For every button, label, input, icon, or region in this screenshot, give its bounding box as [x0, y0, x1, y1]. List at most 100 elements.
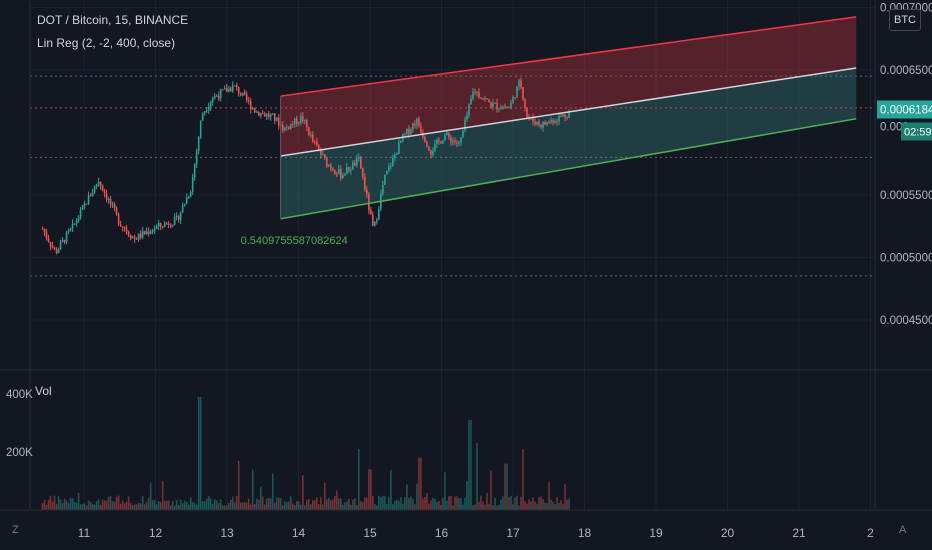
volume-bar — [67, 502, 70, 510]
candle-body — [267, 113, 270, 118]
candle-body — [47, 237, 50, 242]
volume-bar — [550, 499, 552, 510]
volume-bar — [101, 499, 104, 510]
volume-bar — [382, 495, 384, 510]
candle-body — [137, 233, 140, 240]
auto-scale-button[interactable]: A — [899, 524, 907, 536]
volume-bar — [494, 497, 496, 510]
volume-bar — [502, 496, 504, 510]
volume-bar — [271, 473, 274, 510]
currency-button[interactable]: BTC — [889, 9, 921, 31]
volume-bar — [410, 496, 412, 510]
volume-bar — [364, 497, 366, 510]
volume-bar — [199, 396, 202, 510]
volume-bar — [522, 449, 524, 510]
candle-body — [261, 112, 264, 114]
volume-bar — [430, 500, 432, 510]
volume-bar — [444, 472, 446, 510]
volume-bar — [97, 499, 100, 510]
volume-bar — [61, 503, 64, 510]
candle-body — [237, 87, 240, 94]
volume-bar — [119, 503, 122, 510]
volume-bar — [340, 498, 342, 510]
volume-bar — [344, 502, 346, 510]
candle-body — [125, 228, 128, 232]
volume-bar — [81, 504, 84, 510]
volume-bar — [231, 496, 234, 510]
volume-bar — [157, 501, 160, 510]
candle-body — [376, 219, 378, 222]
candle-body — [400, 140, 402, 143]
candle-body — [560, 115, 562, 117]
candle-body — [462, 130, 464, 138]
volume-bar — [412, 498, 414, 510]
candle-body — [203, 111, 206, 114]
volume-bar — [532, 497, 534, 510]
candle-body — [197, 137, 200, 151]
volume-bar — [378, 495, 380, 510]
candle-body — [275, 117, 278, 121]
candle-body — [43, 228, 46, 233]
candle-body — [480, 97, 482, 99]
candle-body — [440, 141, 442, 144]
volume-bar — [488, 503, 490, 510]
volume-bar — [474, 504, 476, 510]
volume-bar — [342, 504, 344, 510]
candle-body — [281, 124, 284, 131]
volume-bar — [185, 502, 188, 510]
candle-body — [221, 89, 224, 91]
candle-body — [53, 247, 56, 250]
volume-bar — [53, 495, 56, 510]
candle-body — [428, 146, 430, 151]
zoom-button[interactable]: Z — [12, 524, 19, 536]
candle-body — [340, 169, 342, 179]
middle-regression-line — [280, 67, 857, 157]
volume-bar — [390, 469, 392, 510]
volume-bar — [237, 460, 240, 510]
candle-body — [263, 113, 266, 117]
candle-body — [508, 107, 510, 109]
volume-bar — [277, 497, 280, 510]
volume-bar — [131, 505, 134, 510]
candle-body — [432, 151, 434, 155]
volume-bar — [448, 496, 450, 510]
volume-bar — [434, 499, 436, 510]
candle-body — [474, 91, 476, 93]
candle-body — [119, 223, 122, 227]
time-axis-label: 11 — [78, 526, 91, 540]
candle-body — [55, 249, 58, 253]
candle-body — [65, 232, 68, 243]
volume-bar — [179, 499, 182, 510]
time-axis-label: 2 — [867, 526, 874, 540]
volume-bar — [177, 505, 180, 510]
candle-body — [199, 120, 202, 138]
volume-bar — [454, 496, 456, 510]
candle-body — [57, 249, 60, 253]
volume-bar — [352, 499, 354, 510]
volume-bar — [568, 498, 570, 510]
candle-body — [265, 113, 268, 117]
candle-body — [297, 122, 300, 124]
candle-body — [466, 115, 468, 120]
volume-bar — [542, 499, 544, 510]
volume-bar — [141, 496, 144, 510]
candle-body — [113, 204, 116, 209]
volume-bar — [59, 499, 62, 510]
time-axis-label: 14 — [292, 526, 306, 540]
volume-bar — [65, 500, 68, 510]
candle-body — [328, 165, 330, 167]
volume-bar — [424, 497, 426, 510]
candle-body — [215, 95, 218, 97]
volume-bar — [358, 449, 360, 510]
candle-body — [245, 94, 248, 101]
candle-body — [390, 165, 392, 167]
candle-body — [127, 231, 130, 236]
volume-bar — [422, 498, 424, 510]
candle-body — [255, 111, 258, 113]
study-legend[interactable]: Lin Reg (2, -2, 400, close) — [37, 36, 176, 50]
volume-bar — [121, 500, 124, 510]
volume-legend[interactable]: Vol — [35, 384, 52, 398]
volume-axis-label: 400K — [6, 389, 33, 401]
